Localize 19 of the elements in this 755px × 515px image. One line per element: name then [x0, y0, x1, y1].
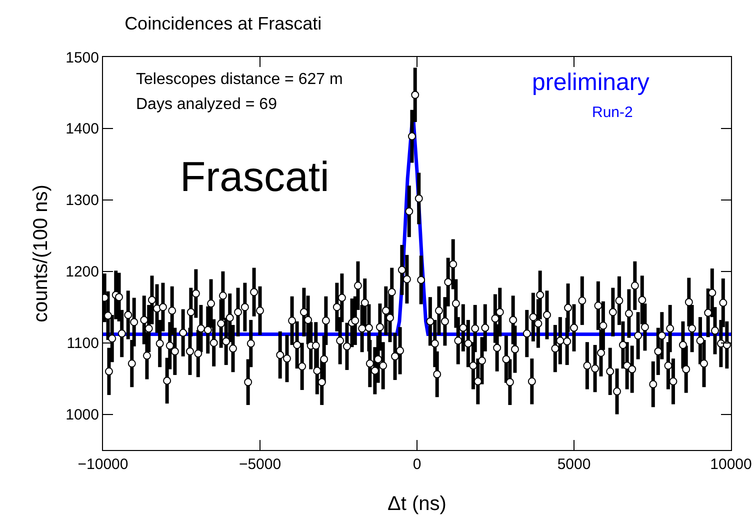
x-tick-label: 0 [412, 456, 422, 473]
annotation: Telescopes distance = 627 m [136, 71, 343, 88]
y-tick-label: 1000 [66, 406, 99, 424]
x-tick-label: 10000 [710, 456, 752, 473]
x-tick-label: 5000 [557, 456, 591, 473]
y-tick-label: 1100 [66, 335, 99, 352]
annotation: Days analyzed = 69 [136, 96, 278, 113]
x-axis-title: Δt (ns) [388, 493, 446, 515]
x-tick-label: −10000 [78, 456, 128, 473]
y-axis-title: counts/(100 ns) [30, 184, 52, 322]
annotation: Frascati [180, 153, 330, 200]
annotation: preliminary [532, 69, 650, 96]
chart-title: Coincidences at Frascati [124, 13, 322, 34]
y-tick-label: 1500 [66, 49, 99, 66]
y-tick-label: 1400 [66, 120, 99, 138]
annotation: Run-2 [592, 104, 633, 121]
x-tick-label: −5000 [238, 456, 282, 473]
y-tick-label: 1300 [66, 192, 99, 210]
y-tick-label: 1200 [66, 264, 99, 281]
